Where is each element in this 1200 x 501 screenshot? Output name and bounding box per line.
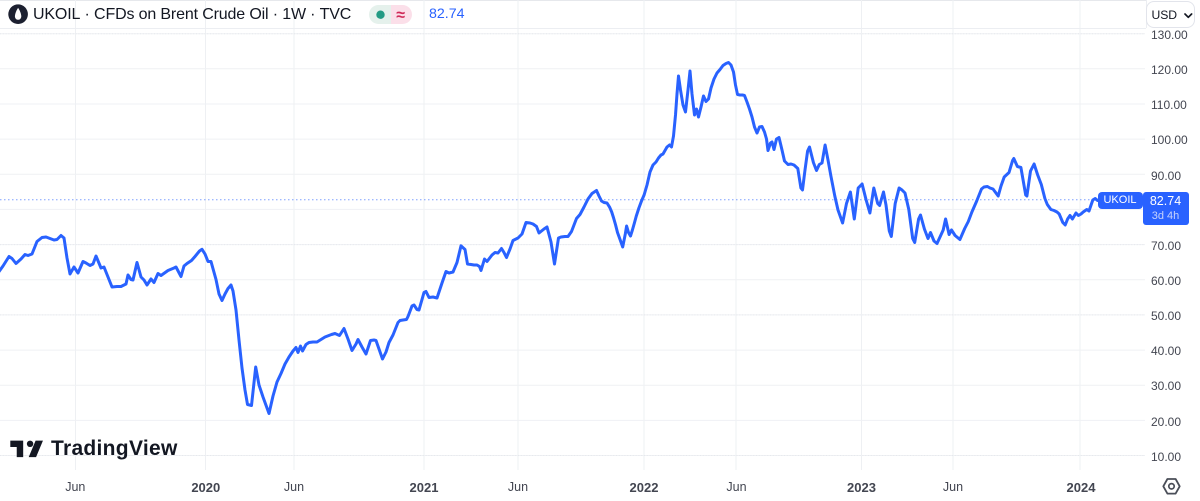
svg-text:≈: ≈ — [396, 7, 405, 24]
